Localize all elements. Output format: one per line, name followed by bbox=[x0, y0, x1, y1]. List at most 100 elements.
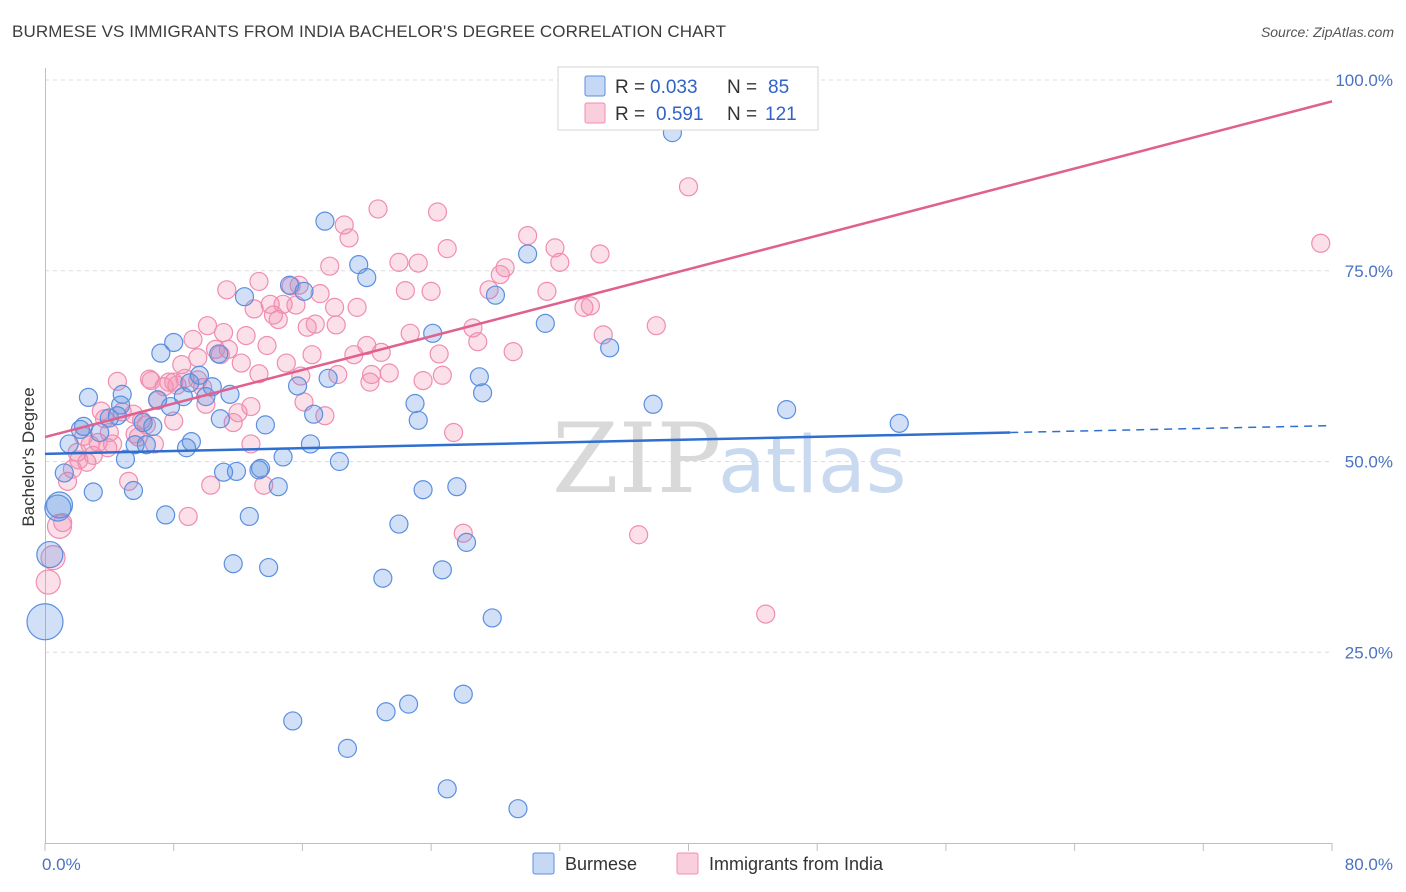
burmese-point bbox=[189, 365, 210, 385]
india-point bbox=[201, 475, 221, 495]
burmese-point bbox=[54, 463, 74, 483]
burmese-point bbox=[456, 532, 477, 552]
burmese-point bbox=[373, 568, 393, 588]
india-point bbox=[119, 471, 139, 491]
chart-source: Source: ZipAtlas.com bbox=[1260, 24, 1394, 40]
legend-india-n-label: N = bbox=[727, 104, 757, 125]
burmese-point bbox=[643, 394, 663, 414]
india-point bbox=[310, 284, 330, 304]
burmese-point bbox=[250, 458, 271, 478]
india-point bbox=[326, 315, 346, 335]
burmese-point bbox=[234, 287, 255, 307]
india-point bbox=[324, 297, 345, 317]
india-point bbox=[218, 339, 238, 359]
watermark-zip: ZIP bbox=[552, 403, 721, 515]
india-point bbox=[629, 525, 649, 545]
india-point bbox=[371, 342, 391, 362]
burmese-point bbox=[535, 313, 555, 333]
india-point bbox=[590, 244, 610, 264]
legend-burmese-n-label: N = bbox=[727, 77, 757, 98]
india-point bbox=[495, 258, 515, 278]
burmese-point bbox=[447, 477, 467, 497]
burmese-point bbox=[283, 711, 303, 731]
burmese-point bbox=[78, 387, 99, 408]
watermark: ZIP atlas bbox=[552, 403, 907, 515]
series-india-points bbox=[35, 177, 1331, 624]
x-tick-label: 0.0% bbox=[42, 855, 81, 874]
burmese-point bbox=[115, 449, 136, 469]
legend-india-r-value: 0.591 bbox=[656, 104, 704, 125]
india-point bbox=[197, 316, 218, 336]
x-tick-label: 80.0% bbox=[1345, 855, 1393, 874]
india-point bbox=[545, 238, 565, 258]
legend-burmese-n-value: 85 bbox=[768, 77, 789, 98]
india-point bbox=[249, 364, 269, 384]
burmese-point bbox=[294, 281, 314, 301]
legend-bottom: Burmese Immigrants from India bbox=[532, 852, 884, 875]
burmese-point bbox=[398, 694, 419, 714]
india-point bbox=[320, 256, 340, 276]
legend-bottom-india-swatch bbox=[676, 852, 699, 875]
burmese-point bbox=[112, 384, 132, 404]
india-point bbox=[1311, 233, 1331, 253]
india-point bbox=[421, 281, 441, 301]
burmese-point bbox=[181, 432, 201, 452]
legend-top: R = 0.033 N = 85 R = 0.591 N = 121 bbox=[557, 66, 819, 131]
india-point bbox=[249, 271, 269, 292]
burmese-point bbox=[273, 447, 293, 467]
burmese-point bbox=[133, 412, 153, 433]
india-point bbox=[276, 353, 296, 373]
india-point bbox=[183, 329, 203, 350]
india-point bbox=[503, 342, 523, 362]
legend-india-swatch bbox=[584, 102, 606, 124]
india-point bbox=[339, 228, 359, 248]
legend-bottom-burmese-label: Burmese bbox=[565, 854, 637, 874]
trend-lines bbox=[44, 100, 1333, 456]
india-point bbox=[646, 316, 666, 336]
india-point bbox=[395, 280, 415, 301]
legend-burmese-swatch bbox=[584, 75, 606, 97]
india-point bbox=[429, 344, 449, 364]
india-trend-line bbox=[44, 100, 1333, 439]
india-point bbox=[231, 353, 251, 373]
burmese-point bbox=[508, 799, 528, 819]
burmese-point bbox=[259, 557, 279, 578]
india-point bbox=[268, 309, 288, 330]
burmese-point bbox=[156, 505, 176, 525]
india-point bbox=[518, 226, 538, 246]
burmese-point bbox=[287, 376, 308, 396]
y-tick-labels: 25.0% 50.0% 75.0% 100.0% bbox=[1335, 71, 1393, 662]
india-point bbox=[164, 372, 184, 392]
burmese-point bbox=[123, 480, 144, 501]
burmese-point bbox=[472, 383, 493, 403]
axes bbox=[44, 68, 1333, 851]
india-point bbox=[305, 314, 325, 334]
burmese-point bbox=[164, 332, 184, 353]
india-point bbox=[257, 335, 277, 356]
india-point bbox=[254, 475, 274, 495]
burmese-point bbox=[453, 684, 473, 704]
india-point bbox=[328, 364, 348, 385]
burmese-point bbox=[357, 268, 377, 288]
burmese-point bbox=[777, 400, 797, 420]
y-axis-label: Bachelor's Degree bbox=[19, 387, 38, 526]
legend-bottom-india-label: Immigrants from India bbox=[709, 854, 884, 874]
burmese-point bbox=[329, 451, 350, 472]
burmese-point bbox=[315, 211, 335, 231]
india-point bbox=[368, 199, 388, 219]
burmese-point bbox=[300, 434, 321, 454]
burmese-point bbox=[437, 779, 457, 799]
burmese-point bbox=[83, 482, 103, 502]
chart-title: BURMESE VS IMMIGRANTS FROM INDIA BACHELO… bbox=[12, 22, 727, 41]
india-point bbox=[574, 297, 594, 317]
india-point bbox=[389, 252, 409, 272]
india-point bbox=[479, 280, 499, 300]
burmese-point bbox=[268, 477, 288, 497]
y-tick-label: 50.0% bbox=[1345, 453, 1393, 472]
burmese-point bbox=[151, 343, 171, 363]
burmese-point bbox=[239, 506, 259, 527]
burmese-point bbox=[136, 435, 156, 455]
burmese-point bbox=[389, 514, 409, 534]
burmese-point bbox=[26, 603, 64, 641]
